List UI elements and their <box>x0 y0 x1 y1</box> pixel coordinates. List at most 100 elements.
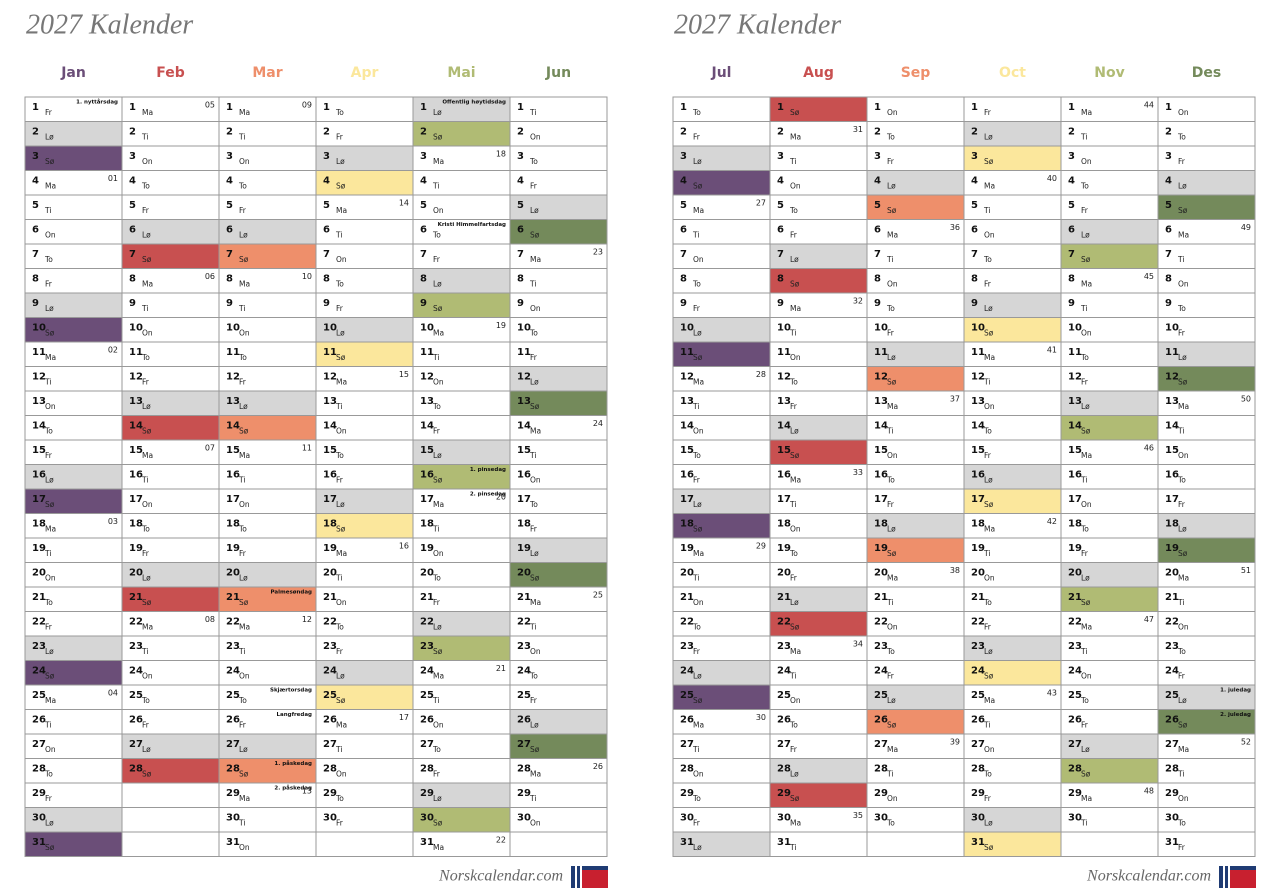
weekday: To <box>789 549 798 558</box>
day-cell <box>315 464 414 490</box>
week-number: 33 <box>853 468 863 477</box>
weekday: Sø <box>142 255 152 264</box>
weekday: Ma <box>1081 623 1092 632</box>
weekday: Fr <box>336 647 344 656</box>
day-number: 30 <box>680 813 694 824</box>
day-number: 5 <box>226 200 233 211</box>
weekday: Ma <box>336 206 347 215</box>
day-number: 15 <box>680 445 694 456</box>
weekday: Ti <box>432 353 439 362</box>
day-number: 22 <box>323 617 337 628</box>
day-number: 7 <box>129 249 136 260</box>
day-number: 3 <box>517 151 524 162</box>
day-cell <box>672 415 771 441</box>
weekday: To <box>141 182 150 191</box>
day-number: 10 <box>323 323 337 334</box>
day-number: 2 <box>420 127 427 138</box>
day-cell <box>672 243 771 269</box>
day-number: 16 <box>874 470 888 481</box>
day-number: 14 <box>129 421 143 432</box>
day-number: 18 <box>1068 519 1082 530</box>
day-cell <box>1157 733 1256 759</box>
day-cell <box>121 758 220 784</box>
flag-bar <box>1225 866 1228 888</box>
weekday: Lø <box>1081 231 1090 240</box>
day-cell <box>218 390 317 416</box>
weekday: Ti <box>789 329 796 338</box>
week-number: 17 <box>399 713 409 722</box>
day-number: 4 <box>874 176 881 187</box>
day-number: 14 <box>680 421 694 432</box>
week-number: 26 <box>593 762 603 771</box>
day-cell <box>509 537 608 563</box>
day-number: 5 <box>1068 200 1075 211</box>
holiday: 1. påskedag <box>274 760 312 767</box>
day-cell <box>1060 96 1159 122</box>
weekday: Fr <box>433 255 441 264</box>
weekday: Ma <box>1178 574 1189 583</box>
day-number: 30 <box>1165 813 1179 824</box>
day-number: 23 <box>517 641 531 652</box>
day-number: 1 <box>226 102 233 113</box>
day-cell <box>866 219 965 245</box>
day-number: 12 <box>420 372 434 383</box>
day-cell <box>1060 366 1159 392</box>
day-number: 21 <box>1068 592 1082 603</box>
day-number: 26 <box>680 715 694 726</box>
day-number: 8 <box>1165 274 1172 285</box>
weekday: Ti <box>692 745 699 754</box>
month-header: Des <box>1192 65 1221 81</box>
day-cell <box>963 635 1062 661</box>
weekday: Lø <box>1081 574 1090 583</box>
week-number: 19 <box>496 321 506 330</box>
weekday: Ti <box>238 819 245 828</box>
week-number: 09 <box>302 101 312 110</box>
day-number: 4 <box>226 176 233 187</box>
weekday: Lø <box>530 378 539 387</box>
holiday: Skjærtorsdag <box>270 688 312 694</box>
holiday: 1. juledag <box>1220 688 1251 694</box>
day-number: 28 <box>874 764 888 775</box>
day-number: 28 <box>129 764 143 775</box>
weekday: On <box>693 427 704 436</box>
day-cell <box>24 660 123 686</box>
day-cell <box>1157 488 1256 514</box>
weekday: Sø <box>887 206 897 215</box>
day-number: 31 <box>971 837 985 848</box>
day-number: 11 <box>971 347 985 358</box>
weekday: To <box>983 427 992 436</box>
day-number: 4 <box>517 176 524 187</box>
day-cell <box>412 709 511 735</box>
day-number: 26 <box>323 715 337 726</box>
day-number: 9 <box>517 298 524 309</box>
day-cell <box>509 439 608 465</box>
day-number: 9 <box>1068 298 1075 309</box>
weekday: Lø <box>239 745 248 754</box>
weekday: Sø <box>336 353 346 362</box>
holiday: 2. pinsedag <box>470 492 506 498</box>
weekday: Fr <box>790 745 798 754</box>
day-cell <box>121 219 220 245</box>
weekday: On <box>887 794 898 803</box>
day-cell <box>1157 341 1256 367</box>
week-number: 50 <box>1241 395 1251 404</box>
day-number: 2 <box>1068 127 1075 138</box>
day-cell <box>1157 366 1256 392</box>
day-cell <box>315 268 414 294</box>
day-number: 17 <box>1165 494 1179 505</box>
day-number: 16 <box>323 470 337 481</box>
day-number: 24 <box>874 666 888 677</box>
day-number: 12 <box>971 372 985 383</box>
weekday: Fr <box>239 721 247 730</box>
day-number: 5 <box>680 200 687 211</box>
day-number: 30 <box>517 813 531 824</box>
day-number: 13 <box>32 396 46 407</box>
day-cell <box>509 513 608 539</box>
day-number: 28 <box>680 764 694 775</box>
day-cell <box>1157 660 1256 686</box>
day-number: 20 <box>777 568 791 579</box>
day-number: 30 <box>777 813 791 824</box>
day-cell <box>509 562 608 588</box>
day-cell <box>672 96 771 122</box>
day-number: 26 <box>129 715 143 726</box>
